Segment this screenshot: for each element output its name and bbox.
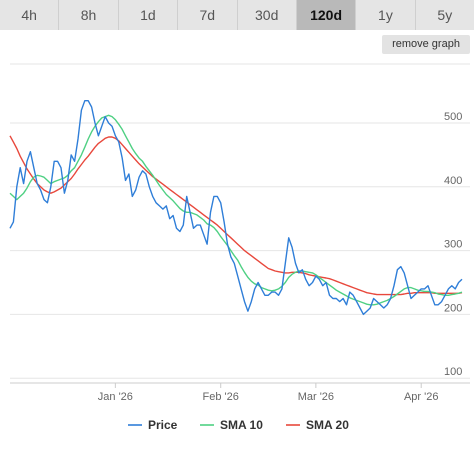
tab-7d[interactable]: 7d xyxy=(178,0,238,30)
tab-8h[interactable]: 8h xyxy=(59,0,119,30)
y-tick-label: 100 xyxy=(444,366,462,378)
x-tick-label: Apr '26 xyxy=(404,391,439,403)
x-tick-label: Mar '26 xyxy=(298,391,334,403)
series-line-sma-10 xyxy=(9,114,463,306)
x-tick-label: Jan '26 xyxy=(98,391,133,403)
chart-grid xyxy=(10,63,470,384)
remove-graph-button[interactable]: remove graph xyxy=(382,35,470,54)
series-line-price xyxy=(9,100,463,316)
y-axis: 500 400 300 200 100 xyxy=(444,111,462,378)
series-line-sma-20 xyxy=(9,135,463,296)
legend-label[interactable]: SMA 10 xyxy=(220,418,263,432)
chart-legend: Price SMA 10 SMA 20 xyxy=(128,418,349,432)
tab-1d[interactable]: 1d xyxy=(119,0,179,30)
price-chart: 500 400 300 200 100 Jan '26 Feb '26 Mar '26 Apr… xyxy=(9,63,470,432)
tab-30d[interactable]: 30d xyxy=(238,0,297,30)
legend-label[interactable]: Price xyxy=(148,418,178,432)
chart-series xyxy=(9,100,463,316)
x-axis: Jan '26 Feb '26 Mar '26 Apr '26 xyxy=(98,383,439,403)
x-tick-label: Feb '26 xyxy=(203,391,239,403)
tab-1y[interactable]: 1y xyxy=(356,0,416,30)
time-range-tabs: 4h 8h 1d 7d 30d 120d 1y 5y xyxy=(0,0,474,30)
tab-5y[interactable]: 5y xyxy=(437,7,453,23)
y-tick-label: 500 xyxy=(444,111,462,123)
y-tick-label: 300 xyxy=(444,239,462,251)
y-tick-label: 200 xyxy=(444,302,462,314)
tab-4h[interactable]: 4h xyxy=(0,0,60,30)
y-tick-label: 400 xyxy=(444,175,462,187)
tab-120d[interactable]: 120d xyxy=(296,0,357,30)
legend-label[interactable]: SMA 20 xyxy=(306,418,349,432)
